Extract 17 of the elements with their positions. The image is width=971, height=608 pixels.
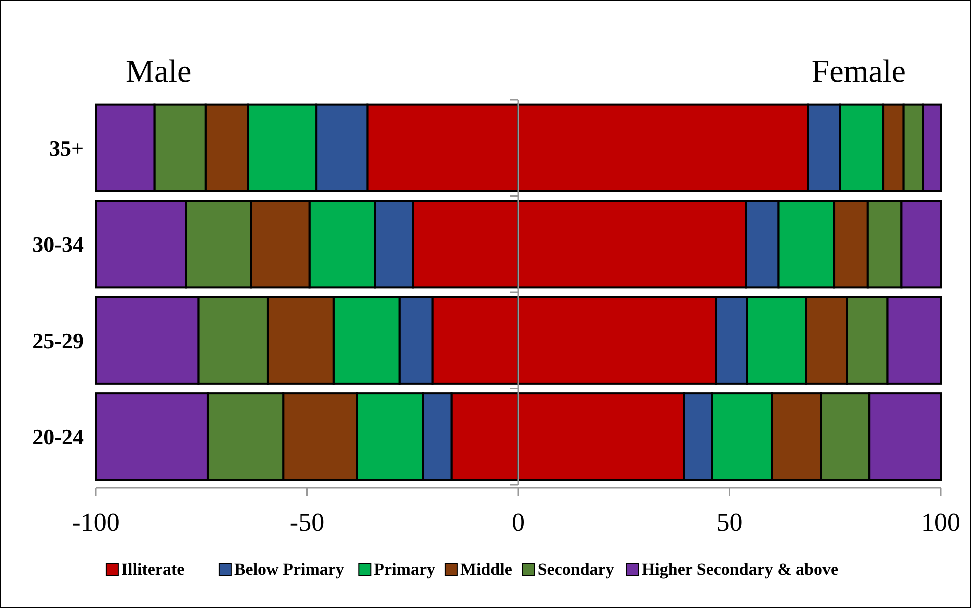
text: Male <box>126 53 192 89</box>
y-tick-label: 20-24 <box>32 424 84 450</box>
y-tick-label: 25-29 <box>32 328 84 354</box>
legend-label: Illiterate <box>121 560 186 579</box>
legend-label: Secondary <box>538 560 615 579</box>
legend-label: Primary <box>374 560 436 579</box>
legend-label: Middle <box>460 560 513 579</box>
legend-label: Below Primary <box>234 560 345 579</box>
x-tick-label: 0 <box>512 508 525 537</box>
text: Female <box>812 53 906 89</box>
y-tick-label: 35+ <box>49 136 84 161</box>
x-tick-label: 50 <box>716 508 743 537</box>
x-tick-label: -100 <box>72 508 120 537</box>
x-tick-label: -50 <box>290 508 325 537</box>
x-tick-label: 100 <box>922 508 960 537</box>
y-tick-label: 30-34 <box>32 232 84 258</box>
legend-label: Higher Secondary & above <box>642 560 839 579</box>
